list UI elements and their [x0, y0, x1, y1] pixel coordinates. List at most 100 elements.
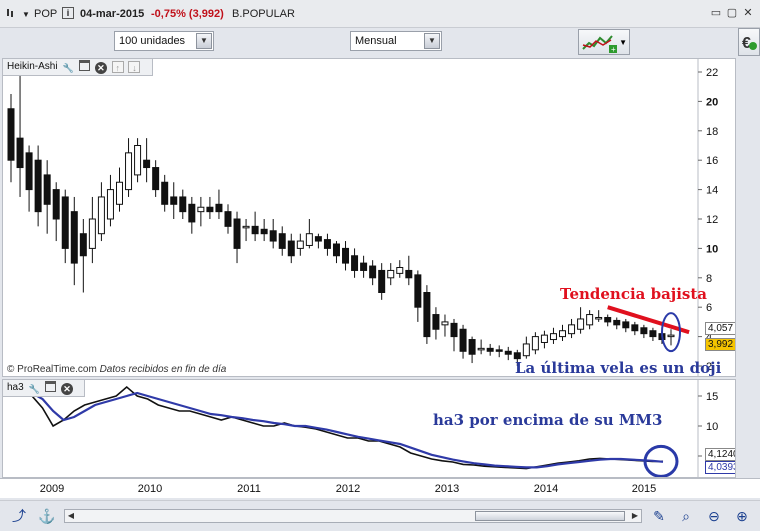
close-button[interactable]: ✕ — [743, 7, 753, 19]
y-tick-label: 20 — [706, 96, 718, 108]
scroll-right-icon[interactable]: ▶ — [631, 511, 639, 520]
candle-body — [486, 347, 494, 352]
window-icon[interactable] — [79, 60, 91, 71]
candle-body — [613, 319, 621, 326]
candle-body — [513, 352, 521, 360]
candle-body — [568, 324, 576, 335]
status-bar: ⤴ ⚓ ◀ ▶ ✎ ⌕ ⊖ ⊕ — [0, 500, 760, 531]
indicator-label: Heikin-Ashi — [7, 61, 58, 72]
series-line-mm3 — [11, 388, 664, 469]
side-panel-button[interactable]: € — [738, 28, 760, 56]
crossover-highlight — [643, 444, 679, 477]
toolbar: 100 unidades ▼ Mensual ▼ + ▼ € — [0, 28, 760, 58]
candle-body — [387, 269, 395, 279]
indicators-button[interactable]: + ▼ — [578, 29, 630, 55]
x-axis: 2009 2010 2011 2012 2013 2014 2015 — [0, 478, 760, 498]
candle-body — [640, 327, 648, 335]
date-label: 04-mar-2015 — [80, 8, 145, 20]
candle-body — [622, 321, 630, 329]
candle-body — [504, 350, 512, 355]
add-indicator-icon: + — [582, 35, 617, 53]
zoom-fit-icon[interactable]: ⌕ — [682, 508, 690, 524]
ha3-chart[interactable]: 15105 — [3, 380, 736, 478]
candle-body — [179, 196, 187, 213]
price-chart-panel[interactable]: 22 20 18 16 14 12 10 8 6 4 2 Heikin-Ashi 🔧 ✕ ↑ ↓ ©… — [2, 58, 736, 377]
symbol-dropdown-icon[interactable]: ▼ — [22, 10, 30, 19]
wrench-icon[interactable]: 🔧 — [28, 384, 41, 394]
candle-body — [586, 314, 594, 326]
candle-body — [242, 225, 250, 229]
period-select-value: Mensual — [355, 35, 397, 47]
svg-text:€: € — [742, 35, 751, 52]
close-icon[interactable]: ✕ — [61, 383, 74, 395]
last-price-tag: 3,992 — [705, 338, 735, 351]
window-icon[interactable] — [45, 381, 57, 392]
candle-body — [432, 314, 440, 330]
candle-body — [360, 262, 368, 271]
candle-body — [459, 328, 467, 352]
export-icon[interactable]: ⤴ — [12, 508, 26, 524]
watermark-note: Datos recibidos en fin de día — [99, 364, 227, 375]
chevron-down-icon: ▼ — [196, 33, 212, 49]
y-tick-label: 18 — [706, 126, 718, 138]
ha3-indicator-panel[interactable]: 15105 ha3 🔧 ✕ ha3 por encima de su MM3 4… — [2, 379, 736, 478]
candle-body — [468, 339, 476, 355]
zoom-out-icon[interactable]: ⊖ — [708, 508, 720, 524]
candle-body — [531, 336, 539, 351]
scroll-left-icon[interactable]: ◀ — [67, 511, 75, 520]
candle-body — [332, 243, 340, 257]
y-tick-label: 8 — [706, 273, 712, 285]
candle-body — [296, 240, 304, 249]
anchor-icon[interactable]: ⚓ — [38, 508, 56, 524]
candle-body — [260, 228, 268, 235]
svg-text:+: + — [611, 45, 616, 53]
candle-body — [351, 255, 359, 271]
x-tick-label: 2010 — [137, 483, 163, 495]
candle-body — [152, 167, 160, 191]
candle-body — [206, 206, 214, 213]
candle-body — [34, 159, 42, 213]
minimize-button[interactable]: ▭ — [710, 7, 722, 19]
heikin-ashi-chart[interactable]: 22 20 18 16 14 12 10 8 6 4 2 — [3, 59, 736, 377]
candle-body — [79, 233, 87, 257]
y-tick-label: 15 — [706, 391, 718, 403]
symbol-label[interactable]: POP — [34, 8, 58, 20]
scrollbar-thumb[interactable] — [475, 511, 625, 521]
candle-body — [649, 330, 657, 338]
candle-body — [423, 292, 431, 338]
move-up-icon[interactable]: ↑ — [111, 61, 124, 73]
move-down-icon[interactable]: ↓ — [128, 61, 141, 73]
candle-body — [143, 159, 151, 169]
zoom-in-icon[interactable]: ⊕ — [736, 508, 748, 524]
candle-body — [314, 236, 322, 242]
chart-type-icon[interactable] — [6, 8, 16, 21]
period-select[interactable]: Mensual ▼ — [350, 31, 442, 51]
restore-button[interactable]: ▢ — [726, 7, 738, 19]
y-tick-label: 10 — [706, 421, 718, 433]
x-tick-label: 2013 — [434, 483, 460, 495]
chevron-down-icon: ▼ — [619, 38, 627, 47]
candle-body — [369, 265, 377, 279]
y-tick-label: 4 — [706, 332, 712, 344]
candle-body — [233, 218, 241, 249]
candle-body — [134, 145, 142, 176]
candle-body — [52, 189, 60, 220]
drawing-tools-icon[interactable]: ✎ — [653, 508, 665, 524]
horizontal-scrollbar[interactable]: ◀ ▶ — [64, 509, 642, 523]
last-candle-highlight — [661, 312, 681, 353]
trend-line — [607, 305, 690, 335]
wrench-icon[interactable]: 🔧 — [62, 63, 74, 73]
candle-body — [549, 333, 557, 341]
candle-body — [16, 137, 24, 169]
x-tick-label: 2011 — [237, 483, 261, 495]
trend-annotation: Tendencia bajista — [560, 285, 708, 303]
close-icon[interactable]: ✕ — [94, 62, 107, 74]
info-icon[interactable]: i — [62, 7, 74, 19]
candle-body — [378, 269, 386, 293]
candle-body — [414, 274, 422, 308]
candle-body — [396, 267, 404, 274]
units-select[interactable]: 100 unidades ▼ — [114, 31, 214, 51]
ha3-value-tag: 4,1240 — [705, 448, 735, 461]
candle-body — [540, 334, 548, 343]
x-tick-label: 2012 — [335, 483, 361, 495]
